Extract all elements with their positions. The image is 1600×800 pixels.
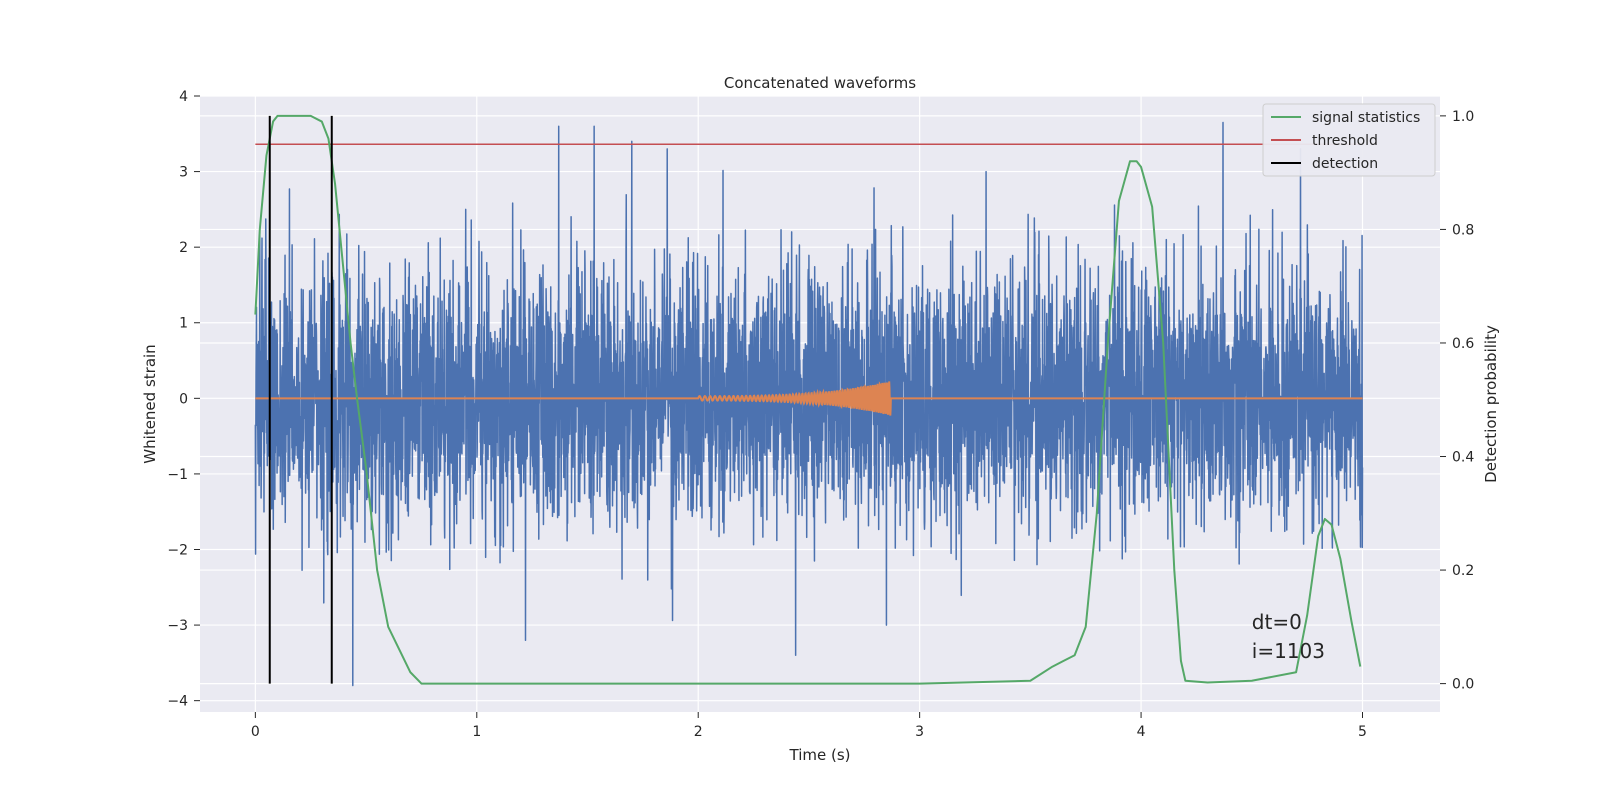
left-tick-label: −3 <box>167 618 188 634</box>
x-tick-label: 5 <box>1358 724 1367 740</box>
left-tick-label: 4 <box>179 89 188 105</box>
signal-statistics-series <box>254 114 1362 685</box>
x-axis-ticks: 0 1 2 3 4 5 <box>251 712 1367 740</box>
right-tick-label: 0.2 <box>1452 563 1474 579</box>
x-tick-label: 4 <box>1137 724 1146 740</box>
x-tick-label: 1 <box>472 724 481 740</box>
x-tick-label: 3 <box>915 724 924 740</box>
x-tick-label: 2 <box>694 724 703 740</box>
right-tick-label: 0.6 <box>1452 336 1474 352</box>
right-axis-label: Detection probability <box>1482 325 1500 483</box>
legend-box <box>1262 103 1436 177</box>
left-tick-label: −4 <box>167 694 188 710</box>
annotation-dt: dt=0 <box>1252 610 1302 634</box>
legend: signal statistics threshold detection <box>1262 103 1436 177</box>
left-tick-label: 0 <box>179 391 188 407</box>
left-tick-label: 3 <box>179 165 188 181</box>
left-axis-ticks: −4 −3 −2 −1 0 1 2 3 4 <box>167 89 200 710</box>
detection-series <box>268 115 333 684</box>
chirp-line <box>255 381 1363 416</box>
right-axis-ticks: 0.0 0.2 0.4 0.6 0.8 1.0 <box>1440 109 1474 693</box>
right-tick-label: 0.4 <box>1452 450 1474 466</box>
legend-label-threshold: threshold <box>1312 133 1378 149</box>
chirp-series <box>255 381 1363 416</box>
x-tick-label: 0 <box>251 724 260 740</box>
left-tick-label: −2 <box>167 542 188 558</box>
signal-statistics-line <box>254 114 1362 685</box>
x-axis-label: Time (s) <box>789 746 851 764</box>
right-tick-label: 0.0 <box>1452 677 1474 693</box>
legend-label-detection: detection <box>1312 156 1378 172</box>
left-tick-label: 2 <box>179 240 188 256</box>
y-axis-label: Whitened strain <box>141 344 159 463</box>
chart-title: Concatenated waveforms <box>724 74 916 92</box>
legend-label-signal-statistics: signal statistics <box>1312 110 1420 126</box>
right-tick-label: 0.8 <box>1452 222 1474 238</box>
annotation-index: i=1103 <box>1252 639 1325 663</box>
right-tick-label: 1.0 <box>1452 109 1474 125</box>
left-tick-label: −1 <box>167 467 188 483</box>
left-tick-label: 1 <box>179 316 188 332</box>
